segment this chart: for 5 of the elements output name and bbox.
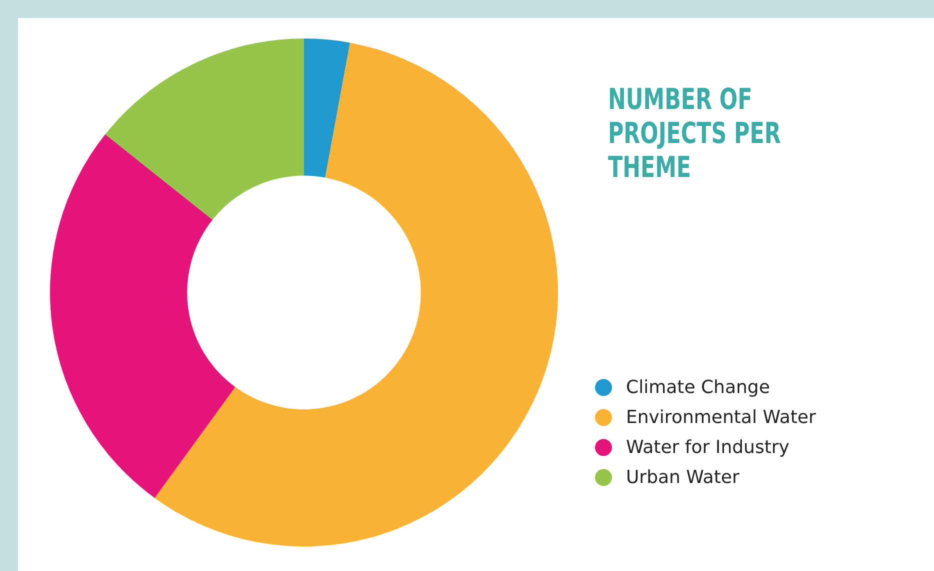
legend-label: Urban Water (626, 466, 740, 488)
legend-label: Environmental Water (626, 406, 816, 428)
text: NUMBER OF PROJECTS PER THEME (608, 82, 782, 184)
legend-label: Climate Change (626, 376, 770, 398)
legend-label: Water for Industry (626, 436, 790, 458)
